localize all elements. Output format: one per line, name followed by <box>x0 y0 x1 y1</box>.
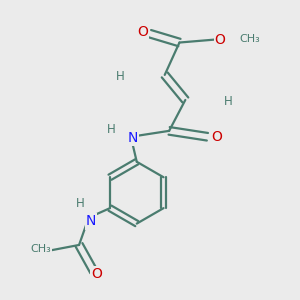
Text: H: H <box>224 95 233 108</box>
Text: O: O <box>91 267 102 281</box>
Text: H: H <box>116 70 124 83</box>
Text: O: O <box>214 33 226 46</box>
Text: CH₃: CH₃ <box>240 34 260 44</box>
Text: N: N <box>85 214 96 228</box>
Text: H: H <box>107 123 116 136</box>
Text: O: O <box>137 25 148 39</box>
Text: H: H <box>76 197 85 210</box>
Text: O: O <box>211 130 222 144</box>
Text: CH₃: CH₃ <box>30 244 51 254</box>
Text: N: N <box>127 131 137 145</box>
